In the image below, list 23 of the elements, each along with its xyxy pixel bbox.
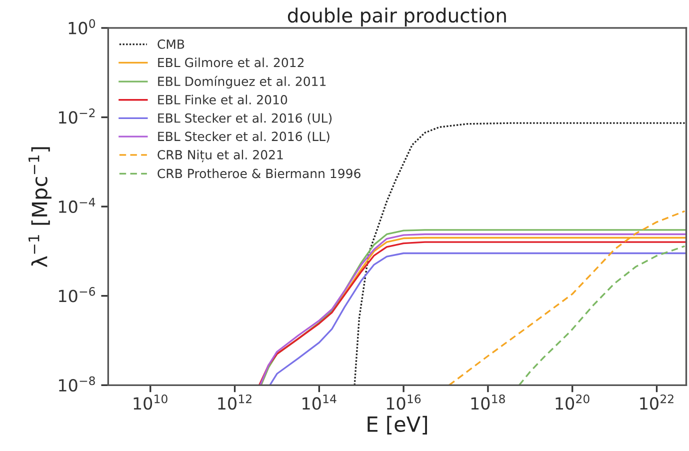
legend-label: EBL Finke et al. 2010 [158,94,288,104]
legend-label: EBL Gilmore et al. 2012 [158,58,304,68]
x-tick-label: 10$^{10}$ [134,394,168,410]
chart-title: double pair production [288,8,506,26]
y-tick-label: 10$^{0}$ [68,19,96,34]
y-tick-label: 10$^{−6}$ [59,287,96,302]
x-tick-label: 10$^{16}$ [386,394,421,410]
legend-label: EBL Stecker et al. 2016 (UL) [158,113,332,124]
legend-label: CMB [158,39,184,49]
x-tick-label: 10$^{18}$ [471,394,505,410]
x-tick-label: 10$^{14}$ [302,394,336,410]
x-axis-title: E [eV] [368,416,427,434]
y-tick-label: 10$^{−4}$ [59,198,96,214]
legend-label: EBL Stecker et al. 2016 (LL) [158,131,330,143]
y-axis-title: λ$^{−1}$ [Mpc$^{−1}$] [28,147,52,268]
legend-label: CRB Nițu et al. 2021 [158,150,283,162]
x-tick-label: 10$^{22}$ [640,394,674,410]
legend-label: EBL Domínguez et al. 2011 [158,76,326,89]
legend-label: CRB Protheroe & Biermann 1996 [158,168,360,178]
y-tick-label: 10$^{−8}$ [59,376,95,392]
x-tick-label: 10$^{20}$ [556,394,590,410]
y-tick-label: 10$^{−2}$ [59,108,95,124]
x-tick-label: 10$^{12}$ [218,394,252,410]
